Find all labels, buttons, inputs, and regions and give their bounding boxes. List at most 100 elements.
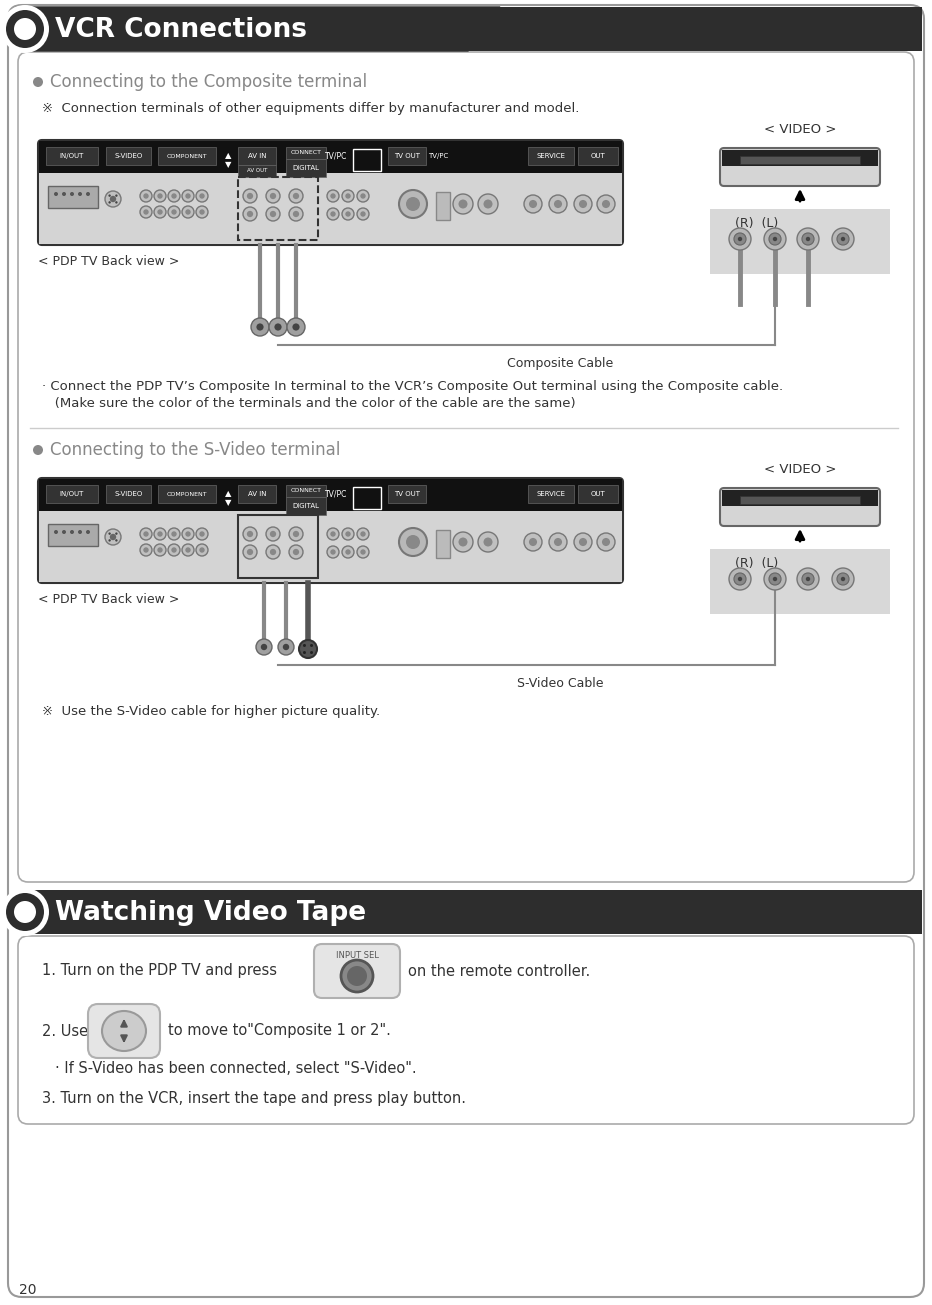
Text: IN/OUT: IN/OUT <box>60 491 84 497</box>
Text: on the remote controller.: on the remote controller. <box>408 963 590 979</box>
Bar <box>39 141 622 174</box>
Text: OUT: OUT <box>591 491 606 497</box>
Circle shape <box>168 544 180 556</box>
Circle shape <box>357 545 369 559</box>
Circle shape <box>773 577 777 581</box>
Text: S-Video Cable: S-Video Cable <box>516 677 603 690</box>
Circle shape <box>524 194 542 213</box>
Circle shape <box>345 531 350 536</box>
Circle shape <box>837 573 849 585</box>
Circle shape <box>459 538 468 547</box>
Text: < VIDEO >: < VIDEO > <box>763 463 836 476</box>
Bar <box>22 7 922 51</box>
Text: to move to"Composite 1 or 2".: to move to"Composite 1 or 2". <box>168 1023 391 1039</box>
Text: 3. Turn on the VCR, insert the tape and press play button.: 3. Turn on the VCR, insert the tape and … <box>42 1091 466 1105</box>
Circle shape <box>269 318 287 335</box>
Circle shape <box>116 201 117 204</box>
Circle shape <box>182 191 194 202</box>
Circle shape <box>158 547 163 553</box>
Text: < PDP TV Back view >: < PDP TV Back view > <box>38 254 179 268</box>
Bar <box>48 525 98 545</box>
Circle shape <box>327 207 339 221</box>
Circle shape <box>357 529 369 540</box>
Circle shape <box>797 568 819 590</box>
Text: AV IN: AV IN <box>248 491 267 497</box>
Circle shape <box>602 538 610 545</box>
Circle shape <box>734 234 746 245</box>
Circle shape <box>289 527 303 542</box>
Text: SERVICE: SERVICE <box>537 153 566 159</box>
Text: VCR Connections: VCR Connections <box>55 17 307 43</box>
Circle shape <box>597 532 615 551</box>
Text: IN/OUT: IN/OUT <box>60 153 84 159</box>
Circle shape <box>293 324 299 330</box>
Bar <box>436 530 450 559</box>
Text: (R)  (L): (R) (L) <box>735 217 778 230</box>
Circle shape <box>769 234 781 245</box>
Bar <box>158 147 216 164</box>
Circle shape <box>158 209 163 215</box>
Circle shape <box>342 545 354 559</box>
Text: Watching Video Tape: Watching Video Tape <box>55 900 366 927</box>
Circle shape <box>144 547 149 553</box>
Circle shape <box>549 532 567 551</box>
Circle shape <box>274 324 281 330</box>
Bar <box>286 159 326 177</box>
Bar <box>436 192 450 221</box>
Circle shape <box>478 532 498 552</box>
Bar <box>740 157 860 164</box>
Circle shape <box>6 10 44 48</box>
Bar <box>528 147 574 164</box>
Circle shape <box>345 211 350 217</box>
Text: · Connect the PDP TV’s Composite In terminal to the VCR’s Composite Out terminal: · Connect the PDP TV’s Composite In term… <box>42 380 783 393</box>
Bar <box>578 147 618 164</box>
Circle shape <box>185 547 191 553</box>
Circle shape <box>182 544 194 556</box>
Circle shape <box>270 531 276 538</box>
Circle shape <box>574 194 592 213</box>
Circle shape <box>602 200 610 207</box>
Circle shape <box>287 318 305 335</box>
Text: ▼: ▼ <box>225 499 231 508</box>
Text: Connecting to the Composite terminal: Connecting to the Composite terminal <box>50 73 367 91</box>
Circle shape <box>78 530 82 534</box>
Bar <box>528 485 574 502</box>
Circle shape <box>261 643 267 650</box>
Bar <box>158 485 216 502</box>
Circle shape <box>478 194 498 214</box>
Circle shape <box>140 191 152 202</box>
Bar <box>388 147 426 164</box>
Circle shape <box>453 194 473 214</box>
Bar <box>46 485 98 502</box>
Circle shape <box>247 549 254 555</box>
Text: ※  Use the S-Video cable for higher picture quality.: ※ Use the S-Video cable for higher pictu… <box>42 705 380 718</box>
Text: INPUT SEL: INPUT SEL <box>336 951 378 960</box>
Circle shape <box>361 531 365 536</box>
Circle shape <box>453 532 473 552</box>
Circle shape <box>14 900 36 923</box>
Circle shape <box>270 211 276 217</box>
Circle shape <box>247 531 254 538</box>
Circle shape <box>86 192 90 196</box>
Bar <box>106 147 151 164</box>
Circle shape <box>345 193 350 198</box>
Bar <box>722 150 878 166</box>
Text: AV IN: AV IN <box>248 153 267 159</box>
Circle shape <box>399 191 427 218</box>
Circle shape <box>199 547 205 553</box>
Text: CONNECT: CONNECT <box>291 488 322 493</box>
Circle shape <box>70 530 74 534</box>
Circle shape <box>110 534 116 540</box>
Circle shape <box>802 573 814 585</box>
FancyBboxPatch shape <box>88 1004 160 1058</box>
Text: S-VIDEO: S-VIDEO <box>115 491 143 497</box>
Circle shape <box>293 211 299 217</box>
Circle shape <box>196 529 208 540</box>
Circle shape <box>841 577 845 581</box>
Circle shape <box>303 651 306 654</box>
Circle shape <box>154 191 166 202</box>
Circle shape <box>342 207 354 221</box>
Circle shape <box>140 529 152 540</box>
Text: TV/PC: TV/PC <box>428 153 448 159</box>
Circle shape <box>266 545 280 559</box>
